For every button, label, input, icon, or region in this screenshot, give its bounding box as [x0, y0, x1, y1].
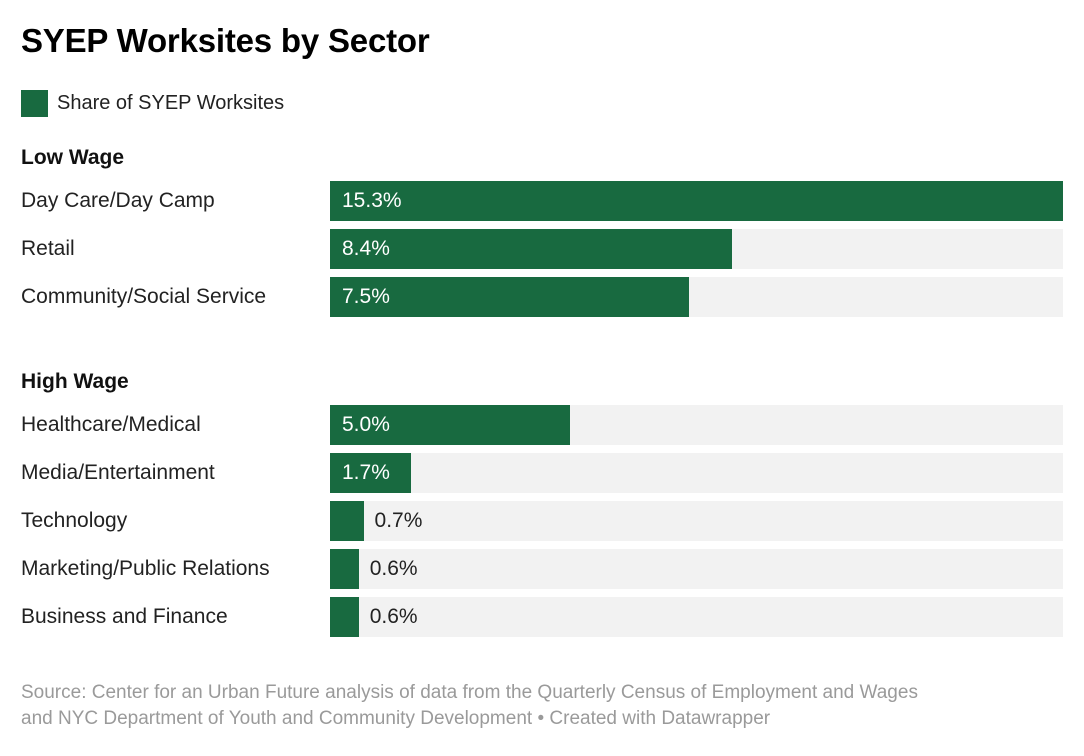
- bar-track: 8.4%: [330, 229, 1063, 269]
- bar: [330, 229, 733, 269]
- bar: [330, 597, 359, 637]
- bar-track: 0.7%: [330, 501, 1063, 541]
- bar: [330, 405, 570, 445]
- bar-row: Marketing/Public Relations 0.6%: [21, 549, 1063, 589]
- bar-track: 5.0%: [330, 405, 1063, 445]
- value-label: 0.6%: [369, 557, 418, 580]
- chart-container: SYEP Worksites by Sector Share of SYEP W…: [21, 22, 1063, 732]
- bar-track: 7.5%: [330, 277, 1063, 317]
- category-label: Technology: [21, 509, 128, 532]
- source-line-2: and NYC Department of Youth and Communit…: [21, 706, 1063, 732]
- group-high-wage: High Wage Healthcare/Medical 5.0% Media/Ent…: [21, 370, 1063, 637]
- bar: [330, 549, 359, 589]
- bar: [330, 501, 364, 541]
- bar-row: Retail 8.4%: [21, 229, 1063, 269]
- category-label: Day Care/Day Camp: [21, 189, 215, 212]
- value-label: 5.0%: [342, 413, 390, 436]
- source-line-1: Source: Center for an Urban Future analy…: [21, 682, 918, 703]
- bar-track: 1.7%: [330, 453, 1063, 493]
- bar: [330, 181, 1063, 221]
- bar-row: Media/Entertainment 1.7%: [21, 453, 1063, 493]
- group-low-wage: Low Wage Day Care/Day Camp 15.3% Retail 8.4%…: [21, 146, 1063, 317]
- source-line-2-text: and NYC Department of Youth and Communit…: [21, 708, 550, 729]
- created-with-datawrapper-link[interactable]: Created with Datawrapper: [549, 708, 771, 729]
- legend-label: Share of SYEP Worksites: [57, 92, 285, 114]
- legend-swatch-icon: [21, 90, 48, 117]
- value-label: 8.4%: [342, 237, 390, 260]
- bar-row: Business and Finance 0.6%: [21, 597, 1063, 637]
- source-footer: Source: Center for an Urban Future analy…: [21, 680, 1063, 732]
- value-label: 1.7%: [342, 461, 390, 484]
- category-label: Marketing/Public Relations: [21, 557, 270, 580]
- category-label: Media/Entertainment: [21, 461, 215, 484]
- category-label: Healthcare/Medical: [21, 413, 201, 436]
- category-label: Business and Finance: [21, 605, 228, 628]
- bar-row: Community/Social Service 7.5%: [21, 277, 1063, 317]
- category-label: Retail: [21, 237, 75, 260]
- bar-row: Healthcare/Medical 5.0%: [21, 405, 1063, 445]
- bar-row: Technology 0.7%: [21, 501, 1063, 541]
- legend: Share of SYEP Worksites: [21, 90, 1063, 117]
- bar: [330, 453, 412, 493]
- group-header: Low Wage: [21, 146, 125, 169]
- group-header: High Wage: [21, 370, 129, 393]
- chart-title: SYEP Worksites by Sector: [21, 22, 430, 59]
- value-label: 0.6%: [369, 605, 418, 628]
- bar-row: Day Care/Day Camp 15.3%: [21, 181, 1063, 221]
- bar-track: 0.6%: [330, 597, 1063, 637]
- value-label: 15.3%: [342, 189, 402, 212]
- category-label: Community/Social Service: [21, 285, 267, 308]
- bar: [330, 277, 690, 317]
- bar-track: 15.3%: [330, 181, 1063, 221]
- bar-track: 0.6%: [330, 549, 1063, 589]
- value-label: 7.5%: [342, 285, 390, 308]
- chart-body: Low Wage Day Care/Day Camp 15.3% Retail 8.4%…: [21, 146, 1063, 637]
- value-label: 0.7%: [374, 509, 423, 532]
